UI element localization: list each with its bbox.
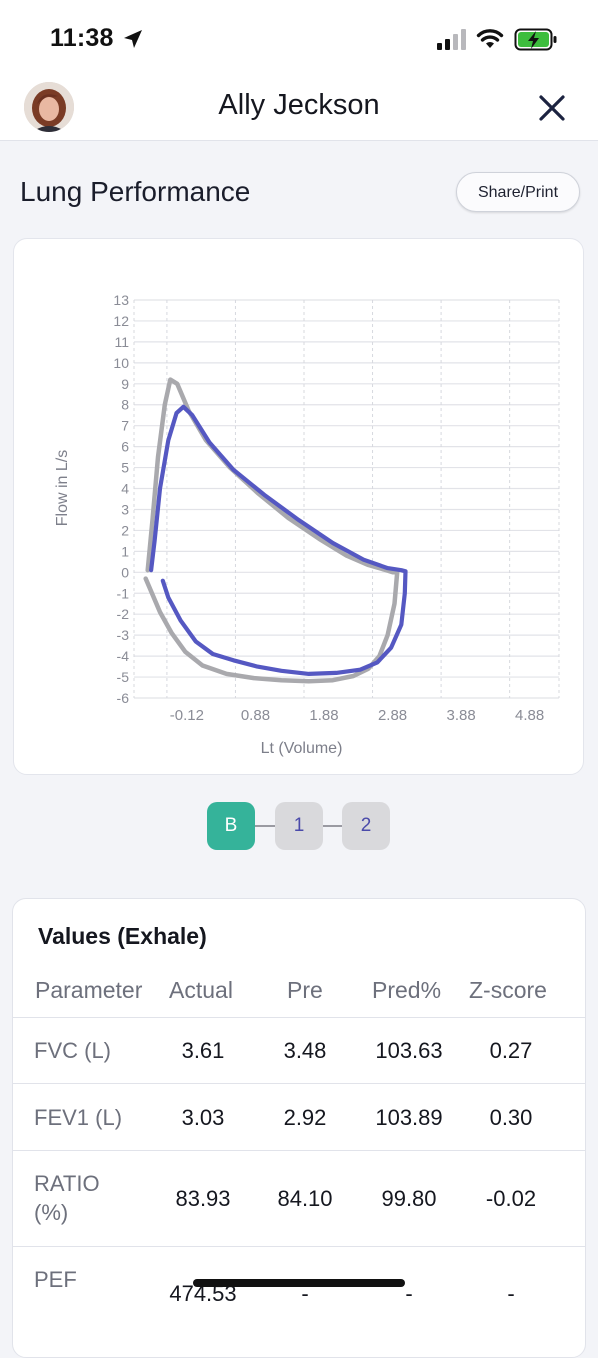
cell-zscore: 0.27	[489, 1038, 533, 1063]
param-ratio: RATIO (%)	[34, 1171, 100, 1225]
y-tick-label: 2	[121, 522, 129, 538]
patient-name: Ally Jeckson	[218, 89, 380, 121]
lung-chart-card: 13 12 11 10 9 8 7 6 5 4 3 2 1 0 -1 -2 -3 -4 -5 -6 -0.12 0.88 1…	[13, 238, 584, 775]
home-indicator[interactable]	[193, 1279, 405, 1287]
cell-actual: 3.03	[181, 1105, 225, 1130]
x-tick-label: -0.12	[170, 707, 204, 724]
param-fev1: FEV1 (L)	[34, 1105, 123, 1130]
close-button[interactable]	[532, 88, 572, 128]
y-tick-label: 7	[121, 418, 129, 434]
y-tick-label: 12	[113, 313, 129, 329]
app-header: Ally Jeckson	[0, 80, 598, 141]
cell-zscore: -	[507, 1281, 515, 1306]
cell-zscore: -0.02	[485, 1186, 537, 1211]
stepper-connector	[323, 825, 342, 827]
close-icon	[539, 95, 565, 121]
y-axis-label: Flow in L/s	[54, 450, 71, 526]
column-header-zscore: Z-score	[469, 977, 547, 1003]
param-pef: PEF	[34, 1267, 77, 1292]
y-tick-label: 11	[114, 334, 129, 350]
cell-pre: 84.10	[277, 1186, 333, 1211]
row-divider	[13, 1083, 585, 1084]
y-tick-label: -5	[117, 669, 130, 685]
cell-actual: 3.61	[181, 1038, 225, 1063]
y-tick-label: 0	[121, 564, 129, 580]
y-tick-label: -1	[117, 585, 130, 601]
y-tick-label: 5	[121, 460, 129, 476]
x-tick-label: 2.88	[378, 707, 407, 724]
y-tick-label: 3	[121, 501, 129, 517]
row-divider	[13, 1017, 585, 1018]
y-tick-label: -2	[117, 606, 130, 622]
column-header-pre: Pre	[287, 977, 323, 1003]
column-header-parameter: Parameter	[35, 977, 143, 1003]
step-1[interactable]: 1	[275, 802, 323, 850]
cell-pred: 103.89	[375, 1105, 443, 1130]
series-line-blue	[149, 404, 408, 676]
y-tick-label: 9	[121, 376, 129, 392]
status-bar: 11:38	[0, 0, 598, 80]
values-card: Values (Exhale) Parameter Actual Pre Pre…	[12, 898, 586, 1358]
battery-charging-icon	[514, 28, 557, 51]
cell-pred: 103.63	[375, 1038, 443, 1063]
signal-icon	[437, 29, 466, 50]
cell-pre: -	[301, 1281, 309, 1306]
row-divider	[13, 1150, 585, 1151]
column-header-pred: Pred%	[372, 977, 442, 1003]
x-tick-label: 1.88	[309, 707, 338, 724]
share-print-button[interactable]: Share/Print	[456, 172, 580, 212]
cell-pre: 2.92	[283, 1105, 327, 1130]
y-tick-label: 1	[121, 543, 129, 559]
y-tick-label: 6	[121, 439, 129, 455]
status-time: 11:38	[50, 24, 114, 52]
x-tick-label: 0.88	[241, 707, 270, 724]
page-title: Lung Performance	[20, 176, 251, 207]
step-2[interactable]: 2	[342, 802, 390, 850]
param-fvc: FVC (L)	[34, 1038, 111, 1063]
row-divider	[13, 1246, 585, 1247]
stepper-connector	[255, 825, 275, 827]
step-b[interactable]: B	[207, 802, 255, 850]
cell-zscore: 0.30	[489, 1105, 533, 1130]
y-tick-label: 13	[113, 292, 129, 308]
cell-pre: 3.48	[283, 1038, 327, 1063]
series-line-gray	[143, 377, 400, 684]
values-title: Values (Exhale)	[38, 923, 207, 949]
y-tick-label: 10	[113, 355, 129, 371]
y-tick-label: -4	[117, 648, 130, 664]
cell-pred: 99.80	[381, 1186, 437, 1211]
column-header-actual: Actual	[169, 977, 233, 1003]
location-arrow-icon	[124, 30, 142, 48]
cell-pred: -	[405, 1281, 413, 1306]
y-tick-label: -6	[117, 690, 130, 706]
x-tick-label: 3.88	[446, 707, 475, 724]
y-tick-label: 8	[121, 397, 129, 413]
x-axis-label: Lt (Volume)	[261, 740, 343, 757]
avatar[interactable]	[24, 82, 74, 132]
cell-actual: 83.93	[175, 1186, 231, 1211]
wifi-icon	[476, 29, 504, 48]
x-tick-label: 4.88	[515, 707, 544, 724]
y-tick-label: 4	[121, 481, 129, 497]
y-tick-label: -3	[117, 627, 130, 643]
